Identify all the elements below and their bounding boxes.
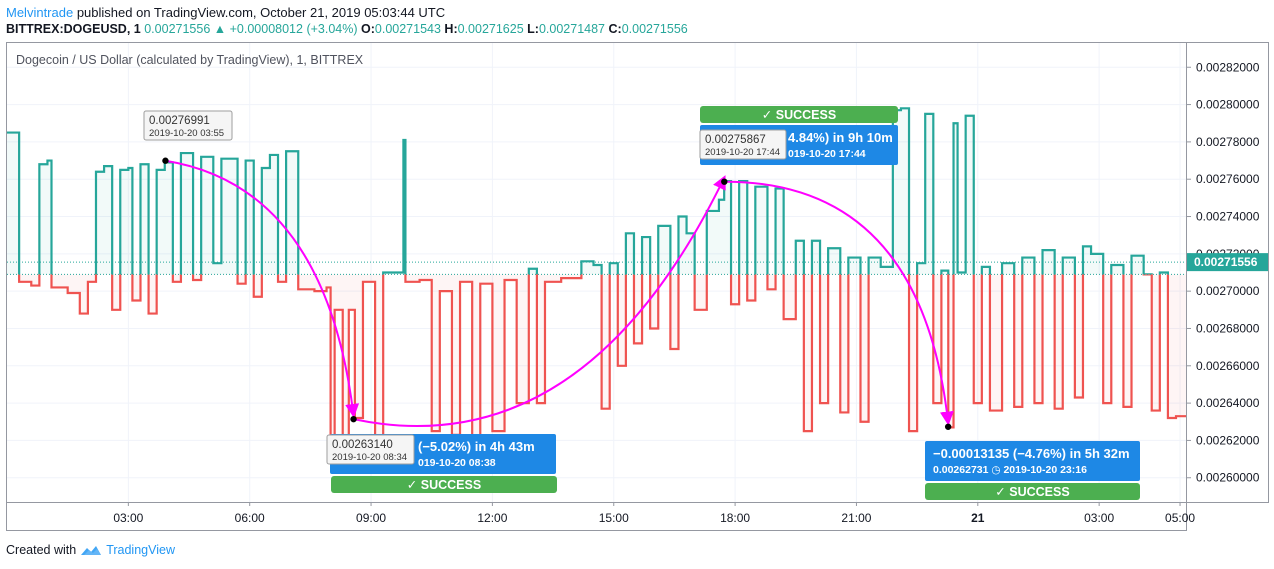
x-tick-label: 06:00 — [235, 511, 265, 525]
x-tick-label: 15:00 — [599, 511, 629, 525]
result-box — [925, 441, 1140, 481]
close-value: 0.00271556 — [621, 22, 688, 36]
arrow-2 — [353, 175, 726, 427]
tooltip-box — [326, 434, 415, 465]
y-tick-label: 0.00280000 — [1196, 98, 1260, 112]
tooltip-date: 2019-10-20 03:55 — [149, 128, 224, 139]
arrow-3 — [724, 180, 954, 426]
tooltip-price: 0.00263140 — [332, 439, 393, 451]
y-tick-label: 0.00270000 — [1196, 284, 1260, 298]
last-price: 0.00271556 — [144, 22, 211, 36]
tooltip-box — [143, 110, 233, 141]
low-label: L: — [527, 22, 539, 36]
anchor-point — [162, 157, 169, 164]
publish-line: Melvintrade published on TradingView.com… — [6, 5, 445, 20]
symbol: BITTREX:DOGEUSD, 1 — [6, 22, 141, 36]
annotations: ✓ SUCCESS (−5.02%) in 4h 43m 019-10-20 08:… — [143, 106, 1140, 500]
chart-pane[interactable] — [6, 42, 1187, 503]
tooltip-date: 2019-10-20 08:34 — [332, 452, 407, 463]
change: +0.00008012 (+3.04%) — [229, 22, 358, 36]
author-link[interactable]: Melvintrade — [6, 5, 74, 20]
tooltip-price: 0.00275867 — [705, 134, 766, 146]
y-tick-label: 0.00266000 — [1196, 359, 1260, 373]
series-line-below — [18, 274, 1186, 457]
footer: Created with TradingView — [6, 543, 175, 557]
success-banner — [331, 476, 557, 493]
success-label: ✓ SUCCESS — [995, 485, 1069, 499]
anchor-point — [350, 415, 357, 423]
x-tick-label: 03:00 — [113, 511, 143, 525]
tradingview-logo-icon — [81, 546, 102, 555]
open-label: O: — [361, 22, 375, 36]
y-tick-label: 0.00268000 — [1196, 321, 1260, 335]
change-arrow-icon: ▲ — [213, 22, 227, 36]
anchor-point — [944, 423, 952, 430]
ohlc-line: BITTREX:DOGEUSD, 1 0.00271556 ▲ +0.00008… — [6, 22, 688, 36]
result-line-1: 4.84%) in 9h 10m — [788, 130, 893, 145]
success-label: ✓ SUCCESS — [762, 108, 836, 122]
result-line-2: 019-10-20 17:44 — [788, 148, 866, 160]
last-price-label: 0.00271556 — [1194, 255, 1258, 269]
x-tick-label: 21 — [971, 511, 985, 525]
y-tick-label: 0.00274000 — [1196, 210, 1260, 224]
tooltip-box — [699, 129, 787, 160]
x-tick-label: 05:00 — [1165, 511, 1195, 525]
y-tick-label: 0.00262000 — [1196, 433, 1260, 447]
success-label: ✓ SUCCESS — [407, 478, 481, 492]
result-line-2: 0.00262731 ◷ 2019-10-20 23:16 — [933, 464, 1087, 476]
low-value: 0.00271487 — [538, 22, 606, 36]
x-tick-label: 09:00 — [356, 511, 386, 525]
x-tick-label: 18:00 — [720, 511, 750, 525]
y-tick-label: 0.00276000 — [1196, 172, 1260, 186]
x-tick-label: 03:00 — [1084, 511, 1114, 525]
last-price-tag — [1187, 253, 1268, 272]
result-line-2: 019-10-20 08:38 — [418, 457, 496, 469]
tooltip-price: 0.00276991 — [149, 115, 210, 127]
y-axis: 0.00260000 0.00262000 0.00264000 0.00266000… — [1186, 60, 1268, 485]
area-below-baseline — [7, 274, 1186, 456]
arrow-1 — [165, 159, 360, 418]
time-scale[interactable] — [6, 503, 1187, 531]
success-banner — [925, 483, 1140, 500]
x-tick-label: 12:00 — [477, 511, 507, 525]
price-scale[interactable] — [1187, 42, 1269, 503]
y-tick-label: 0.00260000 — [1196, 471, 1260, 485]
result-line-1: −0.00013135 (−4.76%) in 5h 32m — [933, 446, 1130, 461]
anchor-point — [721, 178, 728, 185]
tradingview-brand-link[interactable]: TradingView — [106, 543, 175, 557]
tooltip-date: 2019-10-20 17:44 — [705, 147, 780, 158]
chart-legend: Dogecoin / US Dollar (calculated by Trad… — [16, 53, 364, 67]
close-label: C: — [608, 22, 622, 36]
y-tick-label: 0.00264000 — [1196, 396, 1260, 410]
success-banner — [700, 106, 898, 123]
created-with-text: Created with — [6, 543, 77, 557]
published-text: published on TradingView.com, October 21… — [73, 5, 446, 20]
x-axis: 03:00 06:00 09:00 12:00 15:00 18:00 21:00 21 03:… — [113, 502, 1195, 525]
open-value: 0.00271543 — [374, 22, 441, 36]
y-tick-label: 0.00282000 — [1196, 60, 1260, 74]
result-line-1: (−5.02%) in 4h 43m — [418, 439, 535, 454]
y-tick-label: 0.00278000 — [1196, 135, 1260, 149]
high-value: 0.00271625 — [457, 22, 524, 36]
high-label: H: — [444, 22, 458, 36]
price-lines — [7, 107, 1186, 457]
x-tick-label: 21:00 — [841, 511, 871, 525]
